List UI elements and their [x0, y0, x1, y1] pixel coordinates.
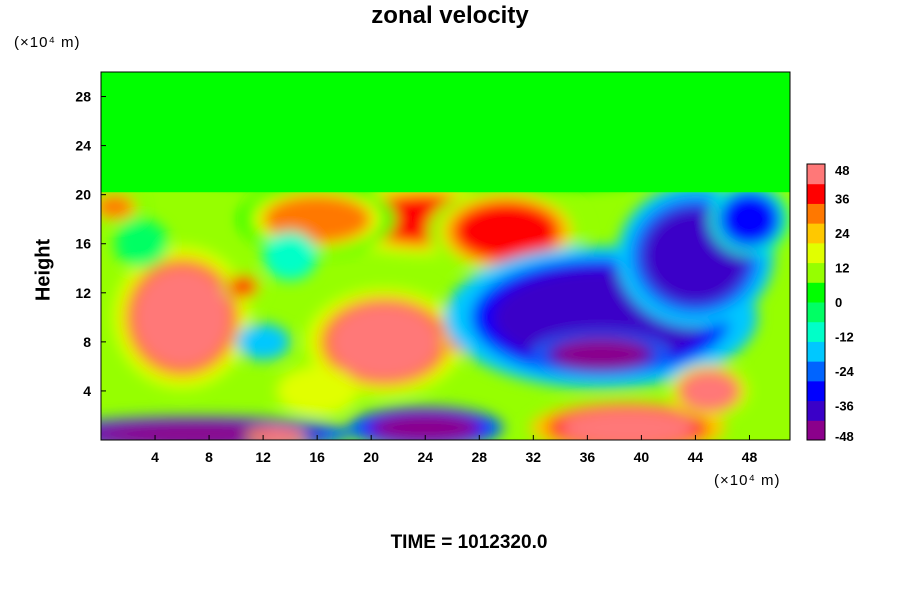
field-feature: [722, 194, 777, 244]
colorbar-tick-label: 12: [835, 261, 849, 276]
colorbar-frame: [806, 163, 826, 441]
field-feature: [452, 200, 561, 263]
colorbar-tick-label: 48: [835, 163, 849, 178]
x-tick-label: 4: [151, 449, 159, 465]
x-tick-label: 20: [363, 449, 379, 465]
field-feature: [276, 366, 358, 416]
colorbar-tick-label: -24: [835, 364, 855, 379]
field-feature: [134, 268, 230, 367]
velocity-field: [101, 72, 790, 440]
field-feature: [560, 409, 696, 440]
colorbar-segment: [807, 420, 825, 441]
x-tick-label: 40: [634, 449, 650, 465]
x-tick-label: 16: [309, 449, 325, 465]
upper-layer: [101, 72, 790, 193]
colorbar-tick-label: -48: [835, 429, 854, 444]
y-tick-label: 12: [75, 285, 91, 301]
x-tick-label: 12: [255, 449, 271, 465]
x-tick-label: 24: [417, 449, 433, 465]
y-axis-unit: (×10⁴ m): [14, 34, 81, 51]
colorbar-segment: [807, 223, 825, 244]
y-tick-label: 16: [75, 236, 91, 252]
y-tick-label: 8: [83, 334, 91, 350]
x-tick-label: 8: [205, 449, 213, 465]
x-axis-unit: (×10⁴ m): [714, 472, 781, 489]
y-tick-label: 28: [75, 89, 91, 105]
colorbar-segment: [807, 341, 825, 362]
field-feature: [263, 231, 318, 281]
colorbar-segment: [807, 282, 825, 303]
field-feature: [236, 323, 291, 361]
field-feature: [553, 339, 649, 369]
field-feature: [101, 194, 135, 220]
colorbar-tick-label: 36: [835, 192, 849, 207]
y-tick-label: 20: [75, 187, 91, 203]
x-tick-label: 32: [526, 449, 542, 465]
plot-frame: [100, 71, 791, 441]
field-feature: [256, 430, 297, 440]
y-tick-label: 24: [75, 138, 91, 154]
colorbar-segment: [807, 164, 825, 185]
colorbar: 48 36 24 12 0 -12 -24 -36 -48: [806, 163, 855, 444]
x-tick-label: 48: [742, 449, 758, 465]
x-tick-label: 36: [580, 449, 596, 465]
colorbar-segment: [807, 400, 825, 421]
y-tick-label: 4: [83, 383, 91, 399]
colorbar-segment: [807, 203, 825, 224]
field-feature: [681, 372, 736, 410]
field-feature: [114, 219, 169, 269]
colorbar-tick-label: -36: [835, 399, 854, 414]
field-feature: [263, 194, 372, 244]
colorbar-tick-label: 0: [835, 295, 842, 310]
colorbar-segment: [807, 380, 825, 402]
colorbar-segment: [807, 302, 825, 323]
colorbar-segment: [807, 321, 825, 342]
x-tick-label: 44: [688, 449, 704, 465]
field-feature: [330, 305, 439, 379]
colorbar-segment: [807, 262, 825, 283]
chart-title: zonal velocity: [371, 2, 529, 29]
colorbar-tick-label: -12: [835, 330, 854, 345]
colorbar-segment: [807, 183, 825, 204]
field-feature: [229, 276, 257, 297]
colorbar-segment: [807, 242, 825, 264]
time-readout: TIME = 1012320.0: [390, 532, 548, 553]
colorbar-tick-label: 24: [835, 226, 850, 241]
colorbar-segment: [807, 361, 825, 382]
x-tick-label: 28: [471, 449, 487, 465]
field-feature: [371, 413, 480, 440]
